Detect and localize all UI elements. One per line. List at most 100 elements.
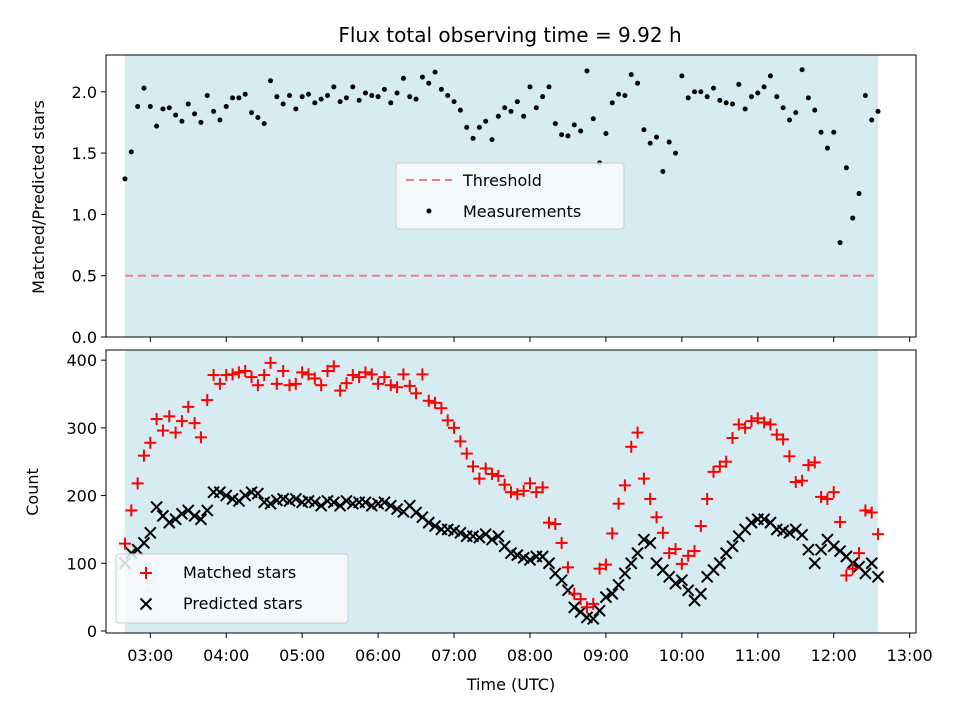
measurement-point [141,85,147,91]
measurement-point [711,85,716,91]
matched-star-point [403,379,416,392]
predicted-star-point [485,533,499,546]
matched-star-point [131,477,144,490]
predicted-star-point [378,496,391,509]
matched-star-point [144,436,157,449]
time-x-tick-label: 03:00 [127,646,173,665]
measurement-point [660,168,666,174]
matched-star-point [156,424,169,437]
measurement-point [786,117,792,123]
matched-star-point [125,504,138,517]
matched-star-point [188,417,201,430]
figure-title: Flux total observing time = 9.92 h [338,23,681,47]
matched-star-point [486,467,499,480]
count-y-tick-label: 100 [66,554,97,573]
measurement-point [856,191,862,197]
measurement-point [217,117,223,123]
measurement-point [261,121,267,127]
measurement-point [375,94,381,100]
measurement-point [628,72,634,78]
matched-star-point [169,426,182,439]
measurement-point [609,100,615,106]
matched-star-point [397,368,410,381]
measurement-point [837,240,843,246]
measurement-point [748,94,754,100]
predicted-star-point [612,578,625,592]
matched-star-point [777,433,790,446]
predicted-legend-swatch [139,597,153,611]
predicted-star-point [865,557,878,570]
matched-star-point [606,527,619,540]
matched-legend-marker [140,567,152,579]
measurement-point [198,119,204,125]
predicted-star-point [308,496,322,509]
predicted-legend-label: Predicted stars [183,594,303,613]
measurement-point [527,84,533,90]
matched-star-point [637,472,650,485]
measurement-point [451,99,457,105]
matched-star-point [277,364,290,377]
count-points [118,356,885,625]
predicted-star-point [555,573,568,587]
measurement-point [635,80,641,86]
measurement-point [400,75,406,81]
matched-star-point [758,416,771,429]
measurement-point [135,103,141,109]
matched-star-point [283,379,296,392]
measurement-point [122,176,128,182]
time-x-tick-label: 10:00 [659,646,705,665]
count-y-tick-label: 0 [87,622,97,641]
ratio-y-tick-label: 0.0 [72,328,97,347]
measurement-point [343,95,349,101]
predicted-star-point [473,531,486,544]
matched-star-point [682,549,695,562]
measurement-point [407,94,413,100]
matched-star-point [821,492,834,505]
predicted-star-point [163,516,176,529]
predicted-star-point [359,496,372,509]
predicted-star-point [384,499,397,512]
predicted-legend-marker [139,597,153,611]
measurement-point [540,94,546,100]
matched-star-point [175,415,188,428]
predicted-star-point [409,506,423,519]
matched-star-point [207,369,220,382]
predicted-star-point [390,502,404,516]
matched-star-point [353,371,366,384]
measurement-point [230,95,236,101]
measurement-legend-label: Measurements [463,202,581,221]
matched-star-point [213,377,226,390]
measurement-point [831,129,837,135]
matched-star-point [454,435,467,448]
measurement-point [489,137,495,143]
count-plot-frame [105,349,917,634]
ratio-y-tick-label: 1.0 [72,205,97,224]
matched-star-point [732,418,745,431]
matched-star-point [460,447,473,460]
predicted-star-point [542,557,556,570]
matched-star-point [840,569,853,582]
measurement-point [875,108,881,114]
matched-star-point [410,387,423,400]
matched-star-point [498,478,511,491]
predicted-star-point [511,548,524,562]
predicted-star-point [859,567,872,580]
predicted-star-point [713,557,727,570]
measurement-point [533,105,539,111]
measurement-point [223,103,229,109]
matched-star-point [270,377,283,390]
predicted-star-point [568,601,581,614]
measurement-point [603,130,609,136]
ratio-x-ticks [149,337,911,342]
ratio-panel: 0.00.51.01.52.0 Matched/Predicted stars … [29,54,917,347]
measurement-point [502,105,508,111]
matched-star-point [675,557,688,570]
measurement-point [274,94,280,100]
measurement-point [514,99,520,105]
measurement-point [388,100,394,106]
matched-legend-label: Matched stars [183,563,296,582]
count-legend: Matched stars Predicted stars [115,553,349,624]
predicted-star-point [827,540,840,553]
matched-star-point [435,402,448,415]
predicted-star-point [264,497,277,510]
